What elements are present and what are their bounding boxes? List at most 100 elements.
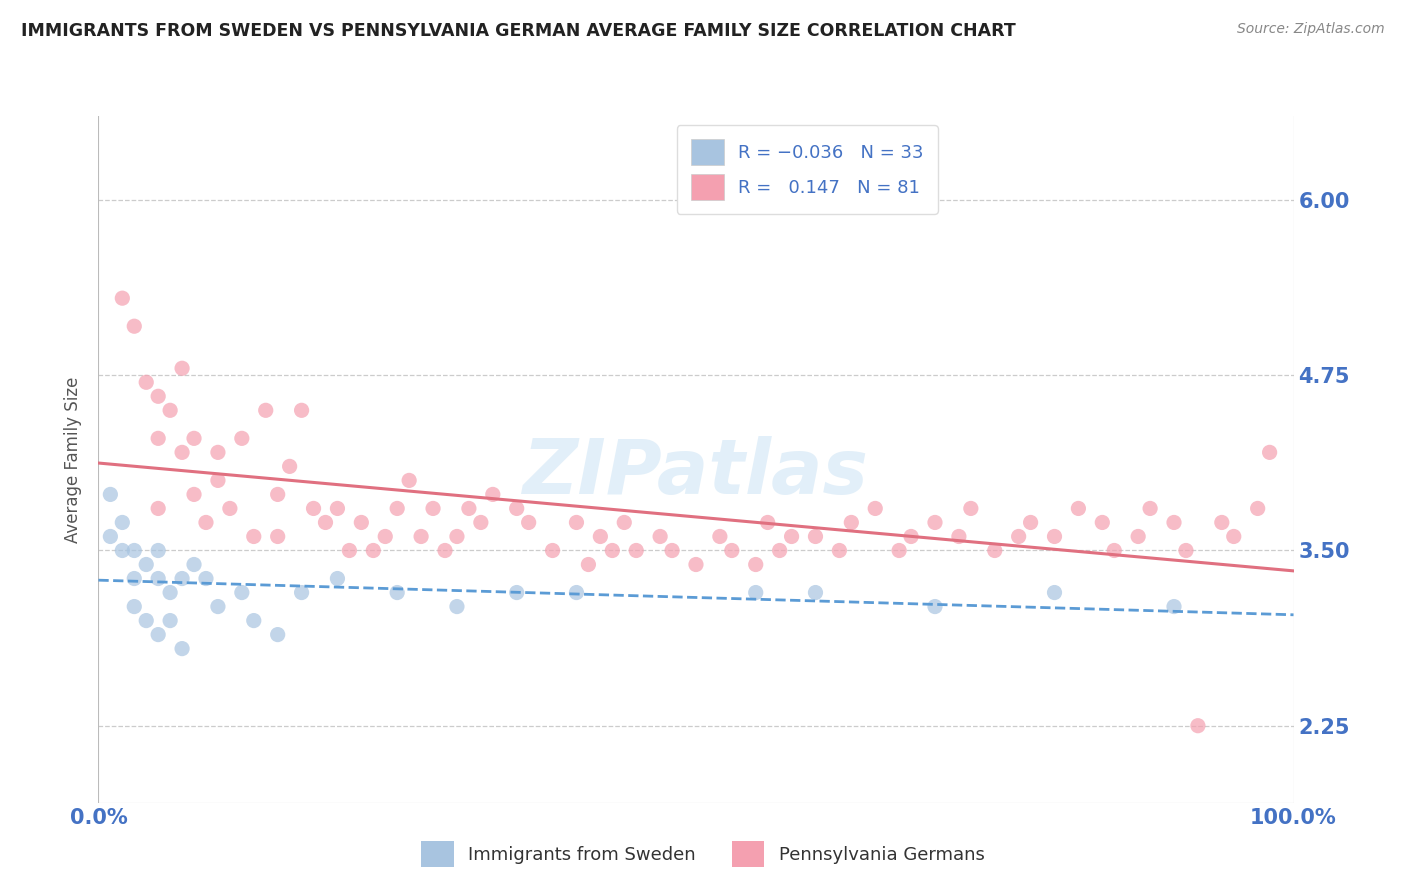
Point [948, 529, 970, 543]
Point [243, 614, 266, 628]
Point [207, 474, 229, 488]
Legend: R = −0.036   N = 33, R =   0.147   N = 81: R = −0.036 N = 33, R = 0.147 N = 81 [676, 125, 938, 214]
Point [267, 627, 290, 641]
Text: IMMIGRANTS FROM SWEDEN VS PENNSYLVANIA GERMAN AVERAGE FAMILY SIZE CORRELATION CH: IMMIGRANTS FROM SWEDEN VS PENNSYLVANIA G… [21, 22, 1017, 40]
Point [124, 543, 146, 558]
Point [1043, 529, 1066, 543]
Point [1019, 516, 1042, 530]
Point [374, 529, 396, 543]
Point [124, 572, 146, 586]
Point [183, 558, 205, 572]
Point [780, 529, 803, 543]
Point [148, 572, 170, 586]
Point [326, 501, 349, 516]
Point [98, 529, 122, 543]
Point [1007, 529, 1029, 543]
Point [745, 558, 768, 572]
Point [565, 516, 588, 530]
Point [231, 431, 253, 445]
Point [1091, 516, 1114, 530]
Point [302, 501, 325, 516]
Point [422, 501, 444, 516]
Point [720, 543, 742, 558]
Point [159, 585, 181, 599]
Point [231, 585, 253, 599]
Point [1175, 543, 1198, 558]
Point [159, 614, 181, 628]
Point [207, 445, 229, 459]
Point [290, 585, 312, 599]
Point [159, 403, 181, 417]
Point [1067, 501, 1090, 516]
Point [1187, 719, 1209, 733]
Point [924, 599, 946, 614]
Point [363, 543, 385, 558]
Point [756, 516, 779, 530]
Point [124, 319, 146, 334]
Point [385, 585, 409, 599]
Point [841, 516, 863, 530]
Point [661, 543, 683, 558]
Point [602, 543, 624, 558]
Point [183, 487, 205, 501]
Point [411, 529, 433, 543]
Point [172, 361, 194, 376]
Point [1128, 529, 1150, 543]
Point [315, 516, 337, 530]
Point [685, 558, 707, 572]
Point [576, 558, 599, 572]
Point [1163, 516, 1185, 530]
Point [148, 543, 170, 558]
Point [243, 529, 266, 543]
Point [207, 599, 229, 614]
Legend: Immigrants from Sweden, Pennsylvania Germans: Immigrants from Sweden, Pennsylvania Ger… [413, 834, 993, 874]
Point [804, 585, 827, 599]
Point [804, 529, 827, 543]
Point [172, 641, 194, 656]
Point [613, 516, 636, 530]
Point [481, 487, 505, 501]
Point [889, 543, 911, 558]
Point [446, 599, 468, 614]
Point [172, 572, 194, 586]
Point [148, 389, 170, 403]
Point [111, 516, 134, 530]
Point [1043, 585, 1066, 599]
Point [148, 501, 170, 516]
Point [194, 572, 218, 586]
Point [541, 543, 564, 558]
Point [1163, 599, 1185, 614]
Point [745, 585, 768, 599]
Point [290, 403, 312, 417]
Point [398, 474, 420, 488]
Point [135, 376, 157, 390]
Point [863, 501, 887, 516]
Point [433, 543, 456, 558]
Point [1102, 543, 1125, 558]
Point [219, 501, 242, 516]
Point [959, 501, 981, 516]
Point [350, 516, 373, 530]
Point [470, 516, 492, 530]
Point [267, 487, 290, 501]
Point [1211, 516, 1233, 530]
Text: Source: ZipAtlas.com: Source: ZipAtlas.com [1237, 22, 1385, 37]
Point [385, 501, 409, 516]
Point [506, 585, 529, 599]
Point [900, 529, 922, 543]
Point [457, 501, 479, 516]
Text: ZIPatlas: ZIPatlas [523, 436, 869, 510]
Y-axis label: Average Family Size: Average Family Size [65, 376, 83, 542]
Point [589, 529, 612, 543]
Point [924, 516, 946, 530]
Point [183, 431, 205, 445]
Point [626, 543, 648, 558]
Point [1258, 445, 1281, 459]
Point [517, 516, 540, 530]
Point [148, 431, 170, 445]
Point [111, 543, 134, 558]
Point [1222, 529, 1246, 543]
Point [278, 459, 301, 474]
Point [254, 403, 277, 417]
Point [135, 558, 157, 572]
